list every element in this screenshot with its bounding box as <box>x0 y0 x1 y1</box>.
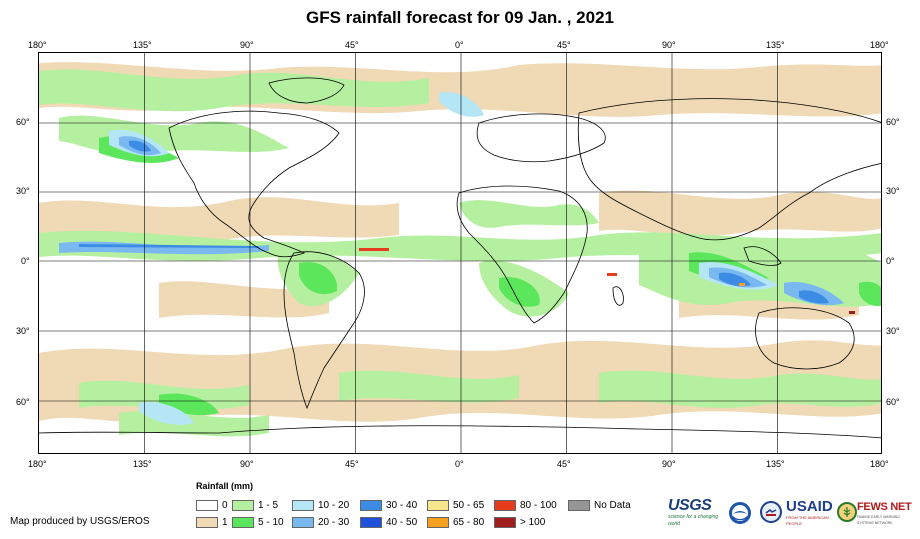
usaid-tagline: FROM THE AMERICAN PEOPLE <box>786 515 829 526</box>
legend-label: 1 - 5 <box>258 499 279 511</box>
legend-swatch <box>494 516 516 528</box>
legend-label: 65 - 80 <box>453 516 485 528</box>
lon-label-top: 135° <box>133 40 152 50</box>
legend-title: Rainfall (mm) <box>196 481 254 491</box>
rain-30-40mm-areas <box>79 140 829 304</box>
lon-label-top: 180° <box>28 40 47 50</box>
legend-item: 40 - 50 <box>360 516 417 528</box>
fews-net-logo: FEWS NET FAMINE EARLY WARNING SYSTEMS NE… <box>857 500 917 526</box>
lon-label-top: 135° <box>766 40 785 50</box>
lon-label-top: 45° <box>557 40 571 50</box>
lat-label-left: 60° <box>16 117 30 127</box>
legend-swatch <box>360 499 382 511</box>
lon-label-bottom: 135° <box>133 459 152 469</box>
legend-swatch <box>427 499 449 511</box>
rainfall-map <box>38 52 882 454</box>
lon-label-bottom: 90° <box>240 459 254 469</box>
legend-item: 10 - 20 <box>292 499 349 511</box>
legend-item: 1 - 5 <box>232 499 278 511</box>
lat-label-right: 0° <box>886 256 895 266</box>
usgs-wordmark: USGS <box>668 497 712 514</box>
legend-label: > 100 <box>520 516 546 528</box>
lon-label-bottom: 180° <box>870 459 889 469</box>
legend-label: 10 - 20 <box>318 499 350 511</box>
usaid-seal-icon <box>760 501 782 523</box>
lon-label-top: 180° <box>870 40 889 50</box>
lat-label-left: 30° <box>16 186 30 196</box>
lat-label-left: 30° <box>16 326 30 336</box>
fews-net-emblem-icon <box>837 502 857 522</box>
lon-label-bottom: 0° <box>455 459 464 469</box>
map-credit: Map produced by USGS/EROS <box>10 516 150 527</box>
lon-label-bottom: 135° <box>766 459 785 469</box>
lat-label-left: 60° <box>16 397 30 407</box>
legend-swatch <box>232 499 254 511</box>
legend-item: 1 <box>196 516 228 528</box>
legend-label: 80 - 100 <box>520 499 557 511</box>
map-title: GFS rainfall forecast for 09 Jan. , 2021 <box>305 8 615 27</box>
legend-item: 50 - 65 <box>427 499 484 511</box>
legend-swatch <box>196 516 218 528</box>
handshake-icon <box>765 509 777 516</box>
legend-label: 1 <box>222 516 228 528</box>
lon-label-top: 0° <box>455 40 464 50</box>
legend-label: 40 - 50 <box>386 516 418 528</box>
legend-label: 0 <box>222 499 228 511</box>
legend-label: 30 - 40 <box>386 499 418 511</box>
graticule <box>39 53 881 453</box>
rain-heavy-spots <box>359 248 855 314</box>
lon-label-bottom: 180° <box>28 459 47 469</box>
legend-swatch <box>568 499 590 511</box>
legend-item: 5 - 10 <box>232 516 284 528</box>
lat-label-left: 0° <box>21 256 30 266</box>
legend-swatch <box>196 499 218 511</box>
lat-label-right: 30° <box>886 186 900 196</box>
lon-label-top: 90° <box>662 40 676 50</box>
legend-item: 65 - 80 <box>427 516 484 528</box>
legend-swatch <box>360 516 382 528</box>
legend-label: 50 - 65 <box>453 499 485 511</box>
legend-label: 5 - 10 <box>258 516 284 528</box>
legend-item: > 100 <box>494 516 545 528</box>
legend-swatch <box>427 516 449 528</box>
lon-label-bottom: 45° <box>557 459 571 469</box>
lon-label-top: 90° <box>240 40 254 50</box>
legend-item: 0 <box>196 499 228 511</box>
fews-net-wordmark: FEWS NET <box>857 501 912 513</box>
lat-label-right: 60° <box>886 117 900 127</box>
usaid-logo: USAID FROM THE AMERICAN PEOPLE <box>786 498 838 527</box>
legend-item: 80 - 100 <box>494 499 557 511</box>
legend-label: No Data <box>594 499 631 511</box>
rainfall-map-canvas <box>39 53 881 453</box>
fews-net-tagline: FAMINE EARLY WARNING SYSTEMS NETWORK <box>857 515 900 525</box>
lat-label-right: 60° <box>886 397 900 407</box>
lon-label-top: 45° <box>345 40 359 50</box>
legend-swatch <box>232 516 254 528</box>
legend-swatch <box>494 499 516 511</box>
lon-label-bottom: 45° <box>345 459 359 469</box>
lat-label-right: 30° <box>886 326 900 336</box>
legend-swatch <box>292 516 314 528</box>
legend-swatch <box>292 499 314 511</box>
noaa-bird-icon <box>732 505 748 521</box>
coastlines <box>39 77 881 439</box>
wheat-icon <box>843 507 851 517</box>
noaa-logo-icon <box>729 502 751 524</box>
usgs-tagline: science for a changing world <box>668 514 719 527</box>
lon-label-bottom: 90° <box>662 459 676 469</box>
legend-label: 20 - 30 <box>318 516 350 528</box>
legend-item: No Data <box>568 499 631 511</box>
usaid-wordmark: USAID <box>786 498 833 515</box>
legend-item: 20 - 30 <box>292 516 349 528</box>
usgs-logo: USGS science for a changing world <box>668 497 724 528</box>
legend-item: 30 - 40 <box>360 499 417 511</box>
